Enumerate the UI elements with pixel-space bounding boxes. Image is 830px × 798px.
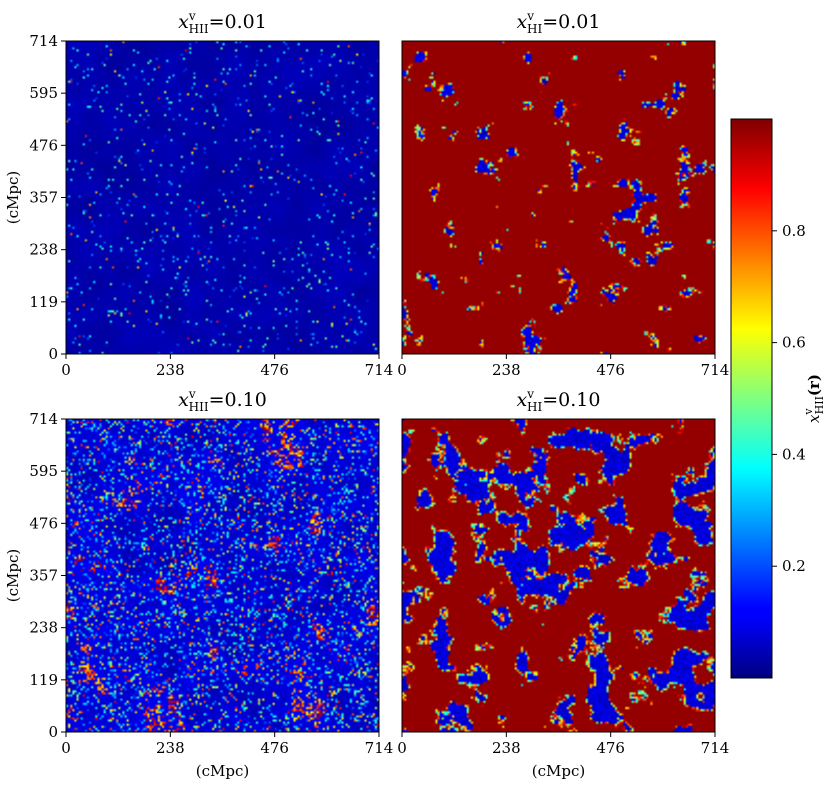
colorbar-tick-label: 0.4 [782,445,806,463]
y-axis-label: (cMpc) [4,549,22,602]
colorbar-tick-label: 0.2 [782,557,806,575]
plot-frame [401,40,716,355]
panel-title: xv HII=0.10 [178,387,267,414]
y-tick-label: 595 [29,84,58,102]
colorbar: 0.2 0.4 0.6 0.8 xvHII(r) [730,118,826,679]
panel-title: xv HI=0.10 [517,387,601,414]
y-tick-label: 476 [29,136,58,154]
x-tick-label: 476 [596,739,625,757]
x-tick-label: 476 [260,739,289,757]
y-tick-label: 476 [29,514,58,532]
colorbar-frame [730,118,773,679]
heatmap-image [402,419,715,732]
panel-title: xv HI=0.01 [517,9,601,36]
panel-top-left: xv HII=0.01 0 238 476 714 0 119 238 357 476 595 714 (… [4,9,393,379]
y-tick-label: 119 [29,293,58,311]
colorbar-tick-label: 0.6 [782,334,806,352]
x-tick-label: 714 [701,361,730,379]
panel-title: xv HII=0.01 [178,9,267,36]
y-tick-label: 0 [48,345,58,363]
x-tick-label: 0 [397,361,407,379]
x-tick-label: 238 [156,361,185,379]
x-tick-label: 238 [492,739,521,757]
x-tick-label: 714 [365,361,394,379]
y-tick-label: 238 [29,619,58,637]
panel-bottom-right: xv HI=0.10 0 238 476 714 (cMpc) [397,387,729,780]
y-tick-label: 357 [29,189,58,207]
y-tick-label: 714 [29,410,58,428]
heatmap-image [66,41,379,354]
x-tick-label: 476 [260,361,289,379]
x-tick-label: 0 [397,739,407,757]
heatmap-image [66,419,379,732]
colorbar-gradient [731,119,772,678]
colorbar-tick-label: 0.8 [782,222,806,240]
x-tick-label: 238 [492,361,521,379]
x-tick-label: 0 [61,739,71,757]
y-tick-label: 0 [48,723,58,741]
y-tick-label: 119 [29,671,58,689]
x-tick-label: 0 [61,361,71,379]
panel-bottom-left: xv HII=0.10 0 238 476 714 0 119 238 357 476 595 714 (… [4,387,393,780]
x-tick-label: 476 [596,361,625,379]
x-axis-label: (cMpc) [532,762,585,780]
x-tick-label: 238 [156,739,185,757]
y-tick-label: 714 [29,32,58,50]
x-tick-label: 714 [365,739,394,757]
panel-top-right: xv HI=0.01 0 238 476 714 [397,9,729,379]
x-tick-label: 714 [701,739,730,757]
colorbar-label: xvHII(r) [802,374,826,423]
y-axis-label: (cMpc) [4,171,22,224]
y-tick-label: 595 [29,462,58,480]
heatmap-image [402,41,715,354]
y-tick-label: 357 [29,567,58,585]
x-axis-label: (cMpc) [196,762,249,780]
y-tick-label: 238 [29,241,58,259]
plot-frame [401,418,716,733]
